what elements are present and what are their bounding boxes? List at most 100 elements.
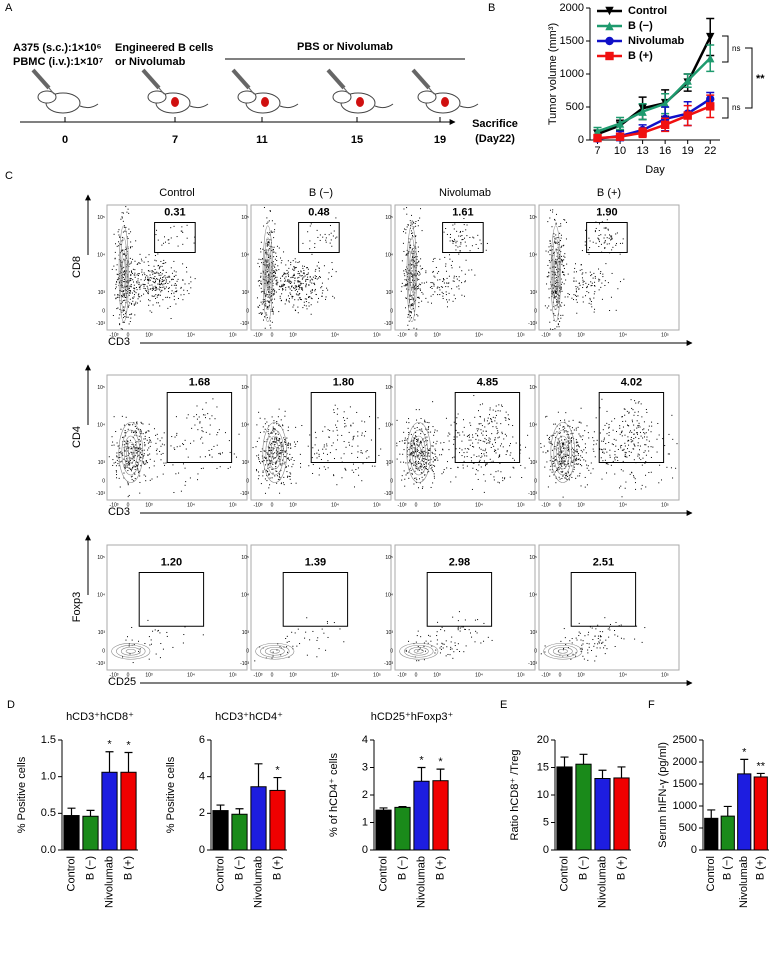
event-dot bbox=[508, 424, 510, 426]
event-dot bbox=[436, 440, 438, 442]
event-dot bbox=[585, 452, 587, 454]
axis-tick-label: 0 bbox=[102, 649, 105, 655]
event-dot bbox=[456, 230, 458, 232]
event-dot bbox=[593, 440, 595, 442]
event-dot bbox=[352, 422, 354, 424]
event-dot bbox=[619, 433, 621, 435]
event-dot bbox=[432, 261, 434, 263]
event-dot bbox=[494, 437, 496, 439]
event-dot bbox=[273, 444, 275, 446]
event-dot bbox=[412, 452, 414, 454]
event-dot bbox=[272, 426, 274, 428]
contour bbox=[126, 441, 136, 464]
event-dot bbox=[123, 254, 125, 256]
bracket bbox=[722, 35, 729, 63]
event-dot bbox=[146, 275, 148, 277]
event-dot bbox=[169, 297, 171, 299]
event-dot bbox=[408, 320, 410, 322]
event-dot bbox=[201, 427, 203, 429]
event-dot bbox=[415, 221, 417, 223]
event-dot bbox=[128, 304, 130, 306]
event-dot bbox=[333, 412, 335, 414]
event-dot bbox=[590, 275, 592, 277]
event-dot bbox=[314, 453, 316, 455]
event-dot bbox=[593, 285, 595, 287]
event-dot bbox=[271, 416, 273, 418]
event-dot bbox=[642, 437, 644, 439]
event-dot bbox=[461, 455, 463, 457]
event-dot bbox=[283, 476, 285, 478]
event-dot bbox=[268, 286, 270, 288]
event-dot bbox=[502, 477, 504, 479]
event-dot bbox=[419, 478, 421, 480]
event-dot bbox=[287, 457, 289, 459]
event-dot bbox=[634, 478, 636, 480]
event-dot bbox=[555, 223, 557, 225]
event-dot bbox=[305, 285, 307, 287]
event-dot bbox=[266, 306, 268, 308]
event-dot bbox=[266, 253, 268, 255]
event-dot bbox=[149, 310, 151, 312]
event-dot bbox=[461, 282, 463, 284]
event-dot bbox=[263, 450, 265, 452]
event-dot bbox=[148, 278, 150, 280]
event-dot bbox=[295, 482, 297, 484]
event-dot bbox=[275, 252, 277, 254]
event-dot bbox=[161, 437, 163, 439]
event-dot bbox=[422, 438, 424, 440]
event-dot bbox=[412, 261, 414, 263]
event-dot bbox=[631, 419, 633, 421]
event-dot bbox=[194, 236, 196, 238]
event-dot bbox=[576, 312, 578, 314]
event-dot bbox=[414, 319, 416, 321]
event-dot bbox=[131, 453, 133, 455]
event-dot bbox=[280, 482, 282, 484]
x-axis-label: CD3 bbox=[108, 506, 130, 518]
event-dot bbox=[271, 291, 273, 293]
event-dot bbox=[405, 439, 407, 441]
event-dot bbox=[123, 295, 125, 297]
event-dot bbox=[117, 445, 119, 447]
event-dot bbox=[585, 229, 587, 231]
event-dot bbox=[557, 264, 559, 266]
event-dot bbox=[119, 314, 121, 316]
event-dot bbox=[606, 219, 608, 221]
event-dot bbox=[166, 276, 168, 278]
event-dot bbox=[121, 216, 123, 218]
gate bbox=[282, 572, 349, 627]
day-label: 15 bbox=[351, 134, 363, 146]
event-dot bbox=[121, 295, 123, 297]
event-dot bbox=[149, 276, 151, 278]
event-dot bbox=[494, 439, 496, 441]
event-dot bbox=[327, 429, 329, 431]
event-dot bbox=[123, 281, 125, 283]
event-dot bbox=[408, 432, 410, 434]
event-dot bbox=[457, 413, 459, 415]
event-dot bbox=[136, 423, 138, 425]
event-dot bbox=[413, 252, 415, 254]
event-dot bbox=[293, 287, 295, 289]
contour bbox=[118, 225, 129, 323]
event-dot bbox=[294, 446, 296, 448]
event-dot bbox=[420, 284, 422, 286]
event-dot bbox=[112, 464, 114, 466]
event-dot bbox=[614, 454, 616, 456]
event-dot bbox=[276, 270, 278, 272]
event-dot bbox=[556, 237, 558, 239]
event-dot bbox=[621, 449, 623, 451]
event-dot bbox=[588, 646, 590, 648]
event-dot bbox=[600, 457, 602, 459]
event-dot bbox=[601, 642, 603, 644]
event-dot bbox=[257, 262, 259, 264]
axis-tick-label: -10³ bbox=[254, 672, 263, 678]
event-dot bbox=[646, 439, 648, 441]
bar bbox=[120, 771, 137, 851]
event-dot bbox=[276, 276, 278, 278]
event-dot bbox=[121, 328, 123, 330]
event-dot bbox=[162, 277, 164, 279]
event-dot bbox=[288, 298, 290, 300]
y-axis-label: Foxp3 bbox=[71, 592, 83, 623]
event-dot bbox=[163, 279, 165, 281]
event-dot bbox=[417, 273, 419, 275]
x-tick-label: 22 bbox=[704, 145, 716, 157]
